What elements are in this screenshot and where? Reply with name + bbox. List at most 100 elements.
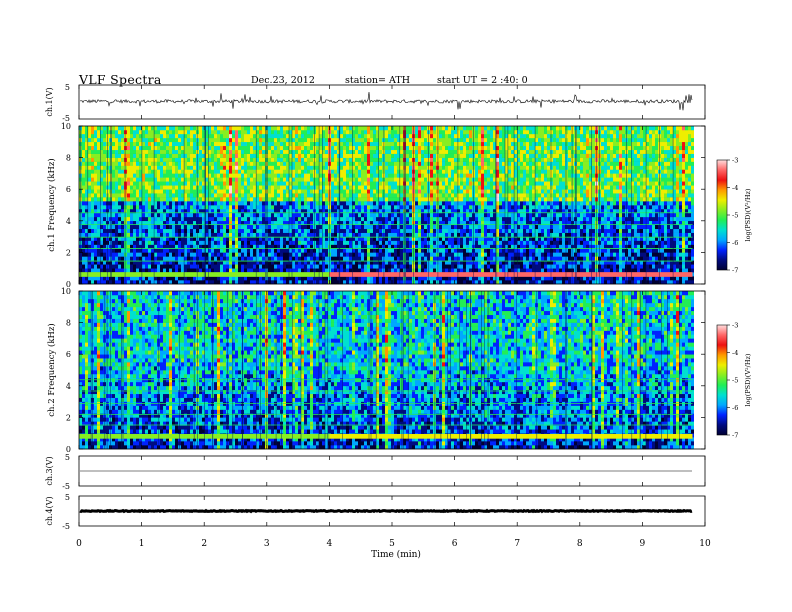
spectrogram-cell <box>100 260 103 265</box>
spectrogram-cell <box>223 212 226 218</box>
spectrogram-cell <box>256 208 259 214</box>
spectrogram-cell <box>184 240 187 245</box>
spectrogram-cell <box>205 185 208 190</box>
spectrogram-cell <box>433 137 436 143</box>
spectrogram-cell <box>295 252 298 257</box>
spectrogram-cell <box>259 161 262 166</box>
spectrogram-cell <box>262 181 265 186</box>
spectrogram-cell <box>208 248 211 253</box>
spectrogram-cell <box>352 189 355 194</box>
spectrogram-cell <box>283 201 286 206</box>
spectrogram-cell <box>259 268 262 273</box>
spectrogram-cell <box>298 129 301 135</box>
spectrogram-cell <box>394 260 397 265</box>
spectrogram-cell <box>364 256 367 261</box>
spectrogram-cell <box>253 268 256 273</box>
spectrogram-cell <box>139 181 142 186</box>
spectrogram-cell <box>364 141 367 147</box>
spectrogram-cell <box>286 268 289 273</box>
spectrogram-cell <box>382 260 385 265</box>
spectrogram-cell <box>373 145 376 151</box>
spectrogram-cell <box>409 193 412 198</box>
spectrogram-cell <box>325 224 328 230</box>
spectrogram-cell <box>397 189 400 194</box>
spectrogram-cell <box>430 248 433 253</box>
spectrogram-cell <box>130 236 133 241</box>
spectrogram-cell <box>169 232 172 237</box>
spectrogram-cell <box>337 220 340 226</box>
spectrogram-cell <box>439 276 442 281</box>
spectrogram-cell <box>121 165 124 170</box>
spectrogram-cell <box>298 181 301 186</box>
spectrogram-cell <box>418 165 421 170</box>
spectrogram-cell <box>346 201 349 206</box>
spectrogram-cell <box>235 181 238 186</box>
spectrogram-cell <box>445 205 448 210</box>
spectrogram-cell <box>433 157 436 162</box>
spectrogram-cell <box>220 161 223 166</box>
spectrogram-cell <box>166 244 169 249</box>
spectrogram-cell <box>274 133 277 139</box>
spectrogram-cell <box>394 177 397 182</box>
spectrogram-cell <box>259 141 262 147</box>
spectrogram-cell <box>262 153 265 158</box>
spectrogram-cell <box>139 208 142 214</box>
spectrogram-cell <box>421 276 424 281</box>
spectrogram-cell <box>139 205 142 210</box>
spectrogram-cell <box>421 232 424 237</box>
spectrogram-cell <box>112 236 115 241</box>
spectrogram-cell <box>217 126 220 131</box>
spectrogram-cell <box>157 193 160 198</box>
spectrogram-cell <box>94 157 97 162</box>
spectrogram-cell <box>100 189 103 194</box>
spectrogram-cell <box>256 181 259 186</box>
spectrogram-cell <box>244 260 247 265</box>
spectrogram-cell <box>199 141 202 147</box>
spectrogram-cell <box>430 141 433 147</box>
spectrogram-cell <box>388 181 391 186</box>
spectrogram-cell <box>283 260 286 265</box>
spectrogram-cell <box>400 129 403 135</box>
ch1-ytick-bottom: -5 <box>62 114 70 123</box>
spectrogram-cell <box>310 141 313 147</box>
spectrogram-cell <box>88 208 91 214</box>
spectrogram-cell <box>277 197 280 202</box>
spectrogram-cell <box>382 212 385 218</box>
spectrogram-cell <box>178 177 181 182</box>
spectrogram-cell <box>226 256 229 261</box>
spectrogram-cell <box>289 228 292 233</box>
spectrogram-cell <box>154 161 157 166</box>
spectrogram-cell <box>436 145 439 151</box>
spectrogram-cell <box>85 264 88 269</box>
spectrogram-cell <box>289 161 292 166</box>
spectrogram-cell <box>253 165 256 170</box>
spectrogram-cell <box>271 197 274 202</box>
spectrogram-cell <box>253 260 256 265</box>
spectrogram-cell <box>310 157 313 162</box>
spectrogram-cell <box>217 220 220 226</box>
spectrogram-cell <box>199 280 202 285</box>
spectrogram-cell <box>127 252 130 257</box>
spectrogram-cell <box>436 244 439 249</box>
spectrogram-cell <box>316 181 319 186</box>
spectrogram-cell <box>100 276 103 281</box>
spectrogram-cell <box>181 236 184 241</box>
spectrogram-cell <box>226 276 229 281</box>
spectrogram-cell <box>295 145 298 151</box>
spectrogram-cell <box>361 264 364 269</box>
spectrogram-cell <box>304 145 307 151</box>
spectrogram-cell <box>97 153 100 158</box>
spectrogram-cell <box>208 145 211 151</box>
spectrogram-cell <box>286 145 289 151</box>
spectrogram-cell <box>262 129 265 135</box>
spectrogram-cell <box>301 133 304 139</box>
spectrogram-cell <box>307 248 310 253</box>
spectrogram-cell <box>337 248 340 253</box>
spectrogram-cell <box>241 181 244 186</box>
spectrogram-cell <box>133 260 136 265</box>
spectrogram-cell <box>190 165 193 170</box>
spectrogram-cell <box>229 129 232 135</box>
spectrogram-cell <box>100 248 103 253</box>
spectrogram-cell <box>82 256 85 261</box>
spectrogram-cell <box>151 141 154 147</box>
